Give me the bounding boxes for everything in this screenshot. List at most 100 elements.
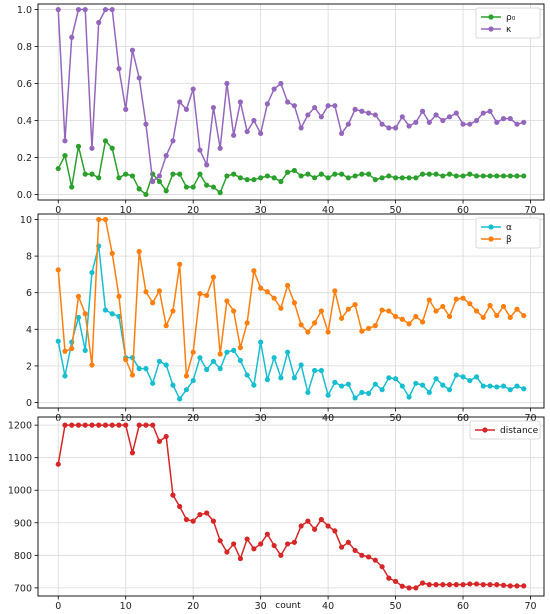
data-point [345, 381, 351, 387]
data-point [258, 130, 264, 137]
data-point [197, 355, 203, 361]
data-point [291, 539, 297, 545]
data-point [419, 382, 426, 388]
data-point [487, 582, 493, 588]
data-point [494, 312, 500, 319]
y-tick-label: 0.2 [17, 153, 32, 164]
data-point [231, 308, 237, 314]
data-point [237, 175, 243, 181]
data-point [143, 366, 149, 372]
data-point [136, 422, 142, 428]
data-point [514, 121, 520, 127]
data-point [102, 422, 109, 428]
data-point [291, 167, 297, 174]
data-point [89, 145, 95, 151]
data-point [183, 516, 190, 523]
data-point [136, 248, 142, 255]
data-point [75, 6, 82, 13]
data-point [251, 268, 257, 274]
data-point [102, 138, 109, 144]
data-point [305, 329, 311, 335]
data-point [163, 433, 169, 440]
x-tick-label: 40 [322, 601, 334, 612]
middle-panel: 0102030405060700246810αβ [20, 213, 545, 424]
data-point [62, 153, 68, 159]
data-point [258, 175, 264, 181]
data-point [521, 312, 527, 319]
data-point [55, 338, 61, 344]
data-point [116, 66, 122, 72]
data-point [500, 303, 507, 310]
x-tick-label: 50 [390, 601, 402, 612]
legend-marker [488, 236, 494, 242]
data-point [82, 422, 88, 428]
legend-label: α [506, 223, 512, 233]
data-point [392, 578, 399, 584]
data-point [312, 320, 318, 326]
data-point [102, 216, 109, 223]
data-point [150, 422, 156, 428]
data-point [332, 103, 338, 109]
data-point [143, 121, 149, 127]
data-point [217, 145, 223, 151]
data-point [372, 323, 378, 329]
data-point [480, 582, 486, 588]
data-point [204, 292, 210, 299]
data-point [312, 104, 318, 111]
data-point [440, 173, 446, 179]
series-line [57, 139, 524, 196]
data-point [123, 106, 129, 112]
data-point [500, 582, 507, 588]
data-point [170, 308, 176, 314]
data-point [345, 539, 351, 545]
data-point [406, 175, 412, 181]
data-point [156, 178, 163, 185]
data-point [359, 171, 365, 177]
data-point [109, 250, 115, 256]
data-point [177, 171, 183, 177]
data-point [62, 348, 68, 354]
data-point [507, 583, 513, 589]
data-point [89, 269, 95, 276]
data-point [521, 119, 527, 125]
data-point [312, 526, 318, 532]
data-point [136, 186, 142, 192]
data-point [123, 171, 129, 177]
data-point [507, 173, 513, 179]
data-point [123, 422, 129, 428]
data-point [298, 362, 304, 368]
legend-label: ρ₀ [506, 13, 516, 23]
data-point [217, 351, 223, 357]
data-point [75, 314, 82, 321]
y-tick-label: 800 [14, 551, 32, 562]
data-point [177, 99, 183, 105]
x-tick-label: 60 [457, 601, 469, 612]
data-point [399, 583, 405, 589]
data-point [291, 103, 297, 109]
data-point [372, 381, 378, 387]
data-point [251, 382, 257, 388]
data-point [413, 119, 419, 125]
data-point [514, 583, 520, 589]
data-point [339, 544, 345, 550]
data-point [197, 291, 203, 297]
data-point [190, 349, 196, 355]
data-point [318, 516, 324, 523]
data-point [305, 389, 311, 396]
data-point [399, 316, 405, 322]
data-point [312, 175, 318, 181]
data-point [136, 366, 142, 372]
data-point [473, 117, 480, 124]
data-point [426, 389, 432, 396]
data-point [285, 282, 291, 288]
data-point [190, 86, 196, 92]
data-point [190, 184, 196, 190]
data-point [433, 308, 439, 314]
data-point [163, 323, 169, 329]
data-point [426, 582, 432, 588]
data-point [413, 585, 419, 591]
data-point [446, 171, 453, 177]
data-point [89, 422, 95, 428]
data-point [507, 116, 513, 122]
data-point [264, 101, 270, 107]
